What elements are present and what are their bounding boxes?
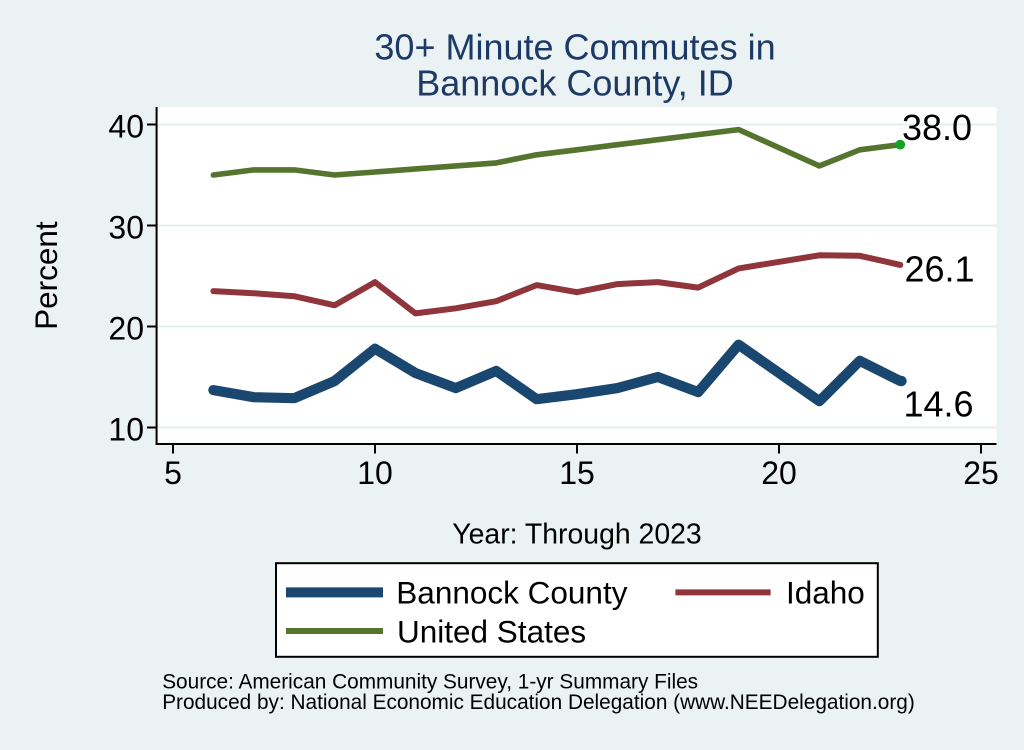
svg-text:40: 40 [108,109,144,145]
svg-text:Percent: Percent [28,221,64,330]
svg-text:5: 5 [164,455,182,491]
svg-text:26.1: 26.1 [905,248,975,289]
svg-text:Bannock County, ID: Bannock County, ID [416,62,734,103]
svg-text:38.0: 38.0 [902,107,972,148]
svg-text:Idaho: Idaho [786,574,865,610]
svg-text:15: 15 [559,455,595,491]
svg-text:United States: United States [397,613,586,649]
svg-text:Bannock County: Bannock County [396,574,627,610]
svg-text:Produced by: National Economic: Produced by: National Economic Education… [162,691,915,714]
svg-text:Source: American Community Sur: Source: American Community Survey, 1-yr … [162,671,698,694]
svg-text:30: 30 [108,210,144,246]
svg-text:Year: Through 2023: Year: Through 2023 [452,519,701,551]
svg-text:25: 25 [963,455,999,491]
svg-text:20: 20 [761,455,797,491]
svg-text:10: 10 [357,455,393,491]
svg-text:10: 10 [108,412,144,448]
svg-text:20: 20 [108,311,144,347]
svg-text:30+ Minute Commutes in: 30+ Minute Commutes in [374,27,775,68]
svg-text:14.6: 14.6 [904,384,974,425]
